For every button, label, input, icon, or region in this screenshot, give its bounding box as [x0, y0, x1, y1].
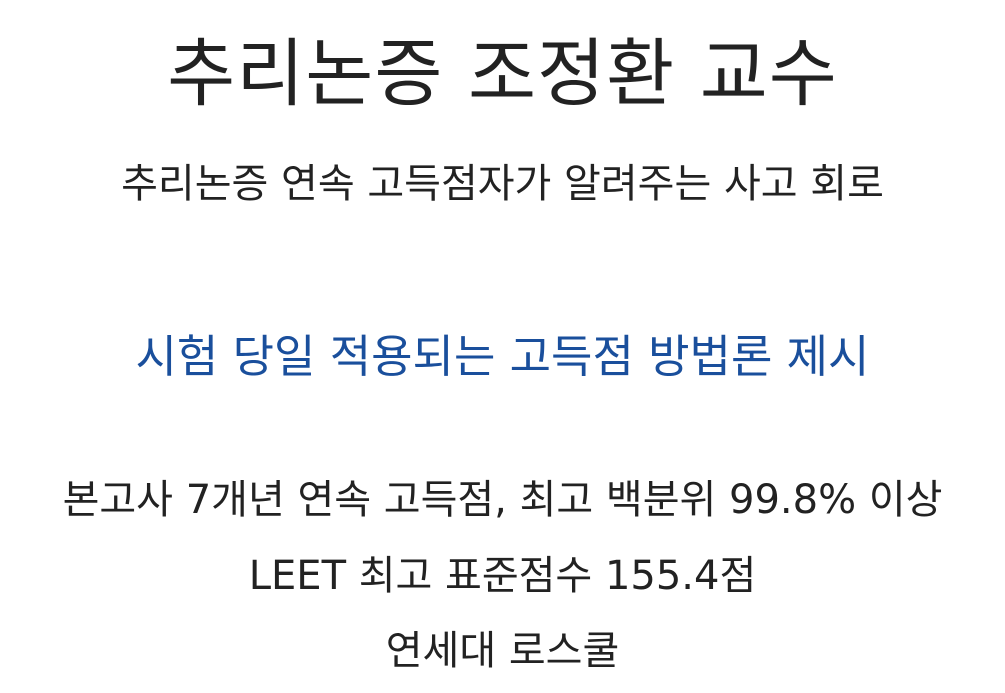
credential-item: 연세대 로스쿨	[385, 628, 620, 674]
credential-item: LEET 최고 표준점수 155.4점	[248, 553, 757, 599]
highlight-tagline: 시험 당일 적용되는 고득점 방법론 제시	[135, 330, 870, 383]
subtitle: 추리논증 연속 고득점자가 알려주는 사고 회로	[121, 161, 884, 207]
credential-item: 본고사 7개년 연속 고득점, 최고 백분위 99.8% 이상	[62, 477, 943, 523]
page-title: 추리논증 조정환 교수	[167, 31, 838, 117]
